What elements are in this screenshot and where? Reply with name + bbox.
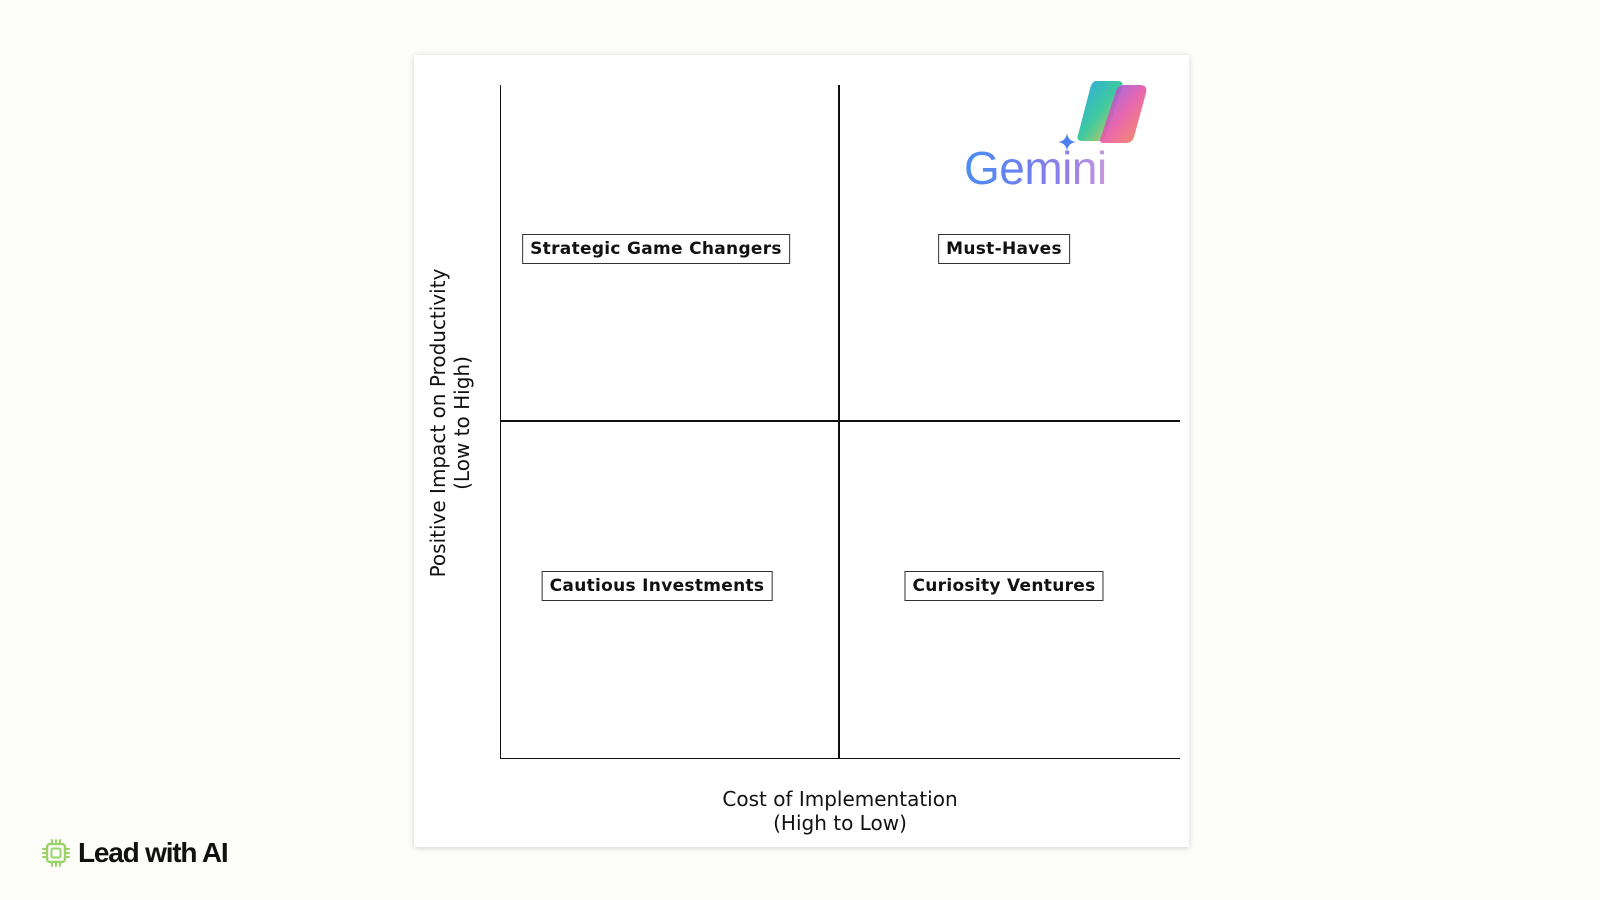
x-axis-line bbox=[500, 758, 1180, 759]
x-axis-label-line2: (High to Low) bbox=[773, 811, 907, 835]
copilot-icon bbox=[1077, 81, 1147, 143]
y-axis-label-line2: (Low to High) bbox=[450, 356, 474, 490]
quadrant-label-curiosity-ventures: Curiosity Ventures bbox=[904, 571, 1104, 601]
horizontal-divider bbox=[500, 420, 1180, 422]
x-axis-label: Cost of Implementation (High to Low) bbox=[722, 787, 957, 835]
y-axis-label-line1: Positive Impact on Productivity bbox=[426, 268, 450, 578]
y-axis-label: Positive Impact on Productivity (Low to … bbox=[426, 269, 474, 578]
matrix-card: Strategic Game Changers Must-Haves Cauti… bbox=[414, 55, 1189, 847]
gemini-logo: Gemini bbox=[964, 77, 1154, 195]
gemini-sparkle-icon bbox=[1058, 133, 1076, 151]
gemini-wordmark: Gemini bbox=[964, 142, 1107, 194]
x-axis-label-line1: Cost of Implementation bbox=[722, 787, 958, 811]
quadrant-label-cautious-investments: Cautious Investments bbox=[541, 571, 773, 601]
quadrant-label-must-haves: Must-Haves bbox=[938, 234, 1070, 264]
quadrant-label-strategic-game-changers: Strategic Game Changers bbox=[522, 234, 790, 264]
vertical-divider bbox=[838, 85, 840, 759]
brand-logo: Lead with AI bbox=[42, 836, 229, 870]
chip-icon bbox=[42, 839, 70, 867]
y-axis-line bbox=[500, 85, 501, 759]
brand-name: Lead with AI bbox=[78, 837, 229, 868]
